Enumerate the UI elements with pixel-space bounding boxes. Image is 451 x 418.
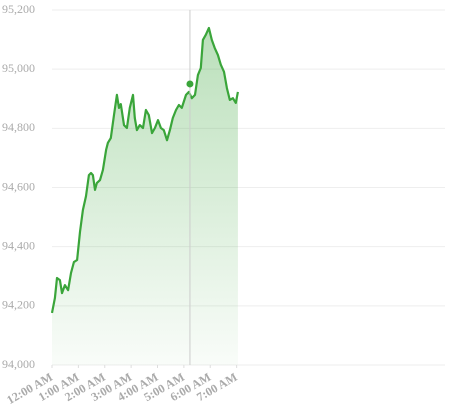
y-tick-label: 95,000 [2,61,35,75]
hover-dot [186,80,194,88]
y-tick-label: 94,800 [2,120,35,134]
area [52,28,238,365]
y-tick-label: 94,600 [2,179,35,193]
y-tick-label: 94,400 [2,238,35,252]
y-tick-label: 95,200 [2,2,35,16]
y-tick-label: 94,000 [2,357,35,371]
y-tick-label: 94,200 [2,298,35,312]
line [50,26,239,314]
